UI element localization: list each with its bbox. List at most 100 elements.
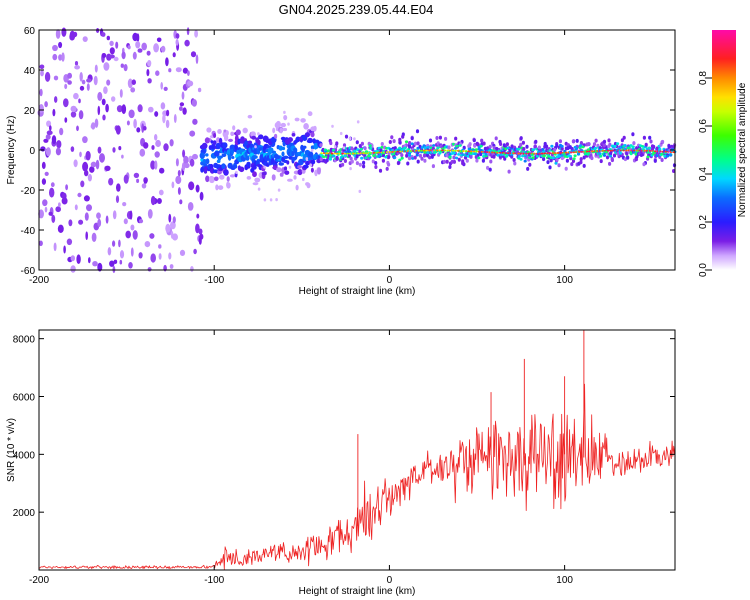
spectrogram-cell — [363, 146, 367, 151]
spectrogram-cell — [428, 155, 432, 160]
snr-y-label: SNR (10 * v/v) — [6, 418, 17, 482]
spectrogram-cell — [166, 109, 170, 117]
spectrogram-cell — [128, 109, 135, 119]
spectrogram-cell — [101, 53, 107, 58]
spectrogram-cell — [304, 132, 310, 138]
spectrogram-cell — [505, 142, 509, 147]
spectrogram-cell — [445, 159, 449, 164]
spectrogram-cell — [252, 182, 259, 186]
colorbar-tick-label: 0.8 — [698, 71, 709, 85]
spectrogram-cell — [242, 127, 248, 134]
snr-x-tick-label: -100 — [204, 575, 224, 586]
spectrogram-cell — [374, 161, 378, 165]
spectrogram-cell — [147, 267, 152, 272]
spectrogram-cell — [181, 91, 185, 100]
spectrogram-cell — [452, 142, 456, 146]
spectrogram-cell — [379, 148, 383, 153]
spectrogram-cell — [177, 187, 181, 195]
spectrogram-cell — [582, 163, 586, 168]
spectrogram-cell — [512, 152, 515, 155]
colorbar-label: Normalized spectral amplitude — [737, 82, 748, 217]
spectrogram-cell — [362, 160, 366, 165]
spectrogram-cell — [274, 133, 278, 139]
spectrogram-cell — [391, 150, 394, 153]
spectrogram-cell — [190, 51, 197, 58]
spectrogram-cell — [353, 137, 356, 141]
spectrogram-cell — [344, 134, 349, 139]
spectrogram-cell — [452, 155, 456, 160]
spectrogram-cell — [183, 162, 190, 169]
snr-y-tick-label: 8000 — [13, 335, 36, 346]
spectrogram-cell — [45, 147, 51, 157]
spectrogram-cell — [350, 159, 354, 164]
spectrogram-cell — [549, 158, 553, 163]
spectrogram-cell — [467, 150, 471, 153]
spectrogram-cell — [251, 135, 257, 140]
spectrogram-cell — [199, 191, 204, 201]
spectrogram-cell — [172, 216, 176, 224]
spectrogram-cell — [281, 146, 286, 151]
spectrogram-y-tick-label: -60 — [21, 266, 36, 277]
spectrogram-cell — [355, 161, 359, 166]
spectrogram-cell — [572, 151, 576, 154]
spectrogram-cell — [44, 101, 48, 108]
spectrogram-cell — [308, 151, 314, 158]
spectrogram-cell — [476, 142, 480, 147]
spectrogram-cell — [286, 138, 291, 145]
colorbar-ticks: 0.0 0.2 0.4 0.6 0.8 — [698, 71, 712, 277]
spectrogram-cell — [143, 126, 147, 131]
spectrogram-cell — [186, 27, 190, 36]
spectrogram-cell — [572, 157, 576, 161]
spectrogram-cell — [163, 143, 169, 152]
spectrogram-cell — [322, 152, 326, 155]
spectrogram-cell — [579, 160, 583, 165]
spectrogram-cell — [119, 259, 123, 265]
spectrogram-cell — [52, 44, 58, 52]
spectrogram-cell — [123, 64, 128, 72]
spectrogram-cell — [115, 41, 119, 49]
spectrogram-cell — [660, 158, 664, 162]
spectrogram-cell — [550, 144, 554, 148]
spectrogram-cell — [131, 79, 136, 85]
spectrogram-cell — [480, 138, 484, 143]
spectrogram-cell — [165, 119, 170, 129]
spectrogram-cell — [147, 60, 152, 67]
spectrogram-cell — [173, 114, 177, 123]
spectrogram-cell — [560, 144, 564, 148]
spectrogram-cell — [503, 156, 507, 161]
spectrogram-cell — [650, 144, 655, 149]
spectrogram-cell — [446, 149, 450, 152]
spectrogram-cell — [582, 155, 586, 160]
spectrogram-cell — [410, 142, 414, 146]
figure-title: GN04.2025.239.05.44.E04 — [279, 2, 434, 17]
spectrogram-y-tick-label: 40 — [24, 66, 36, 77]
spectrogram-cells — [37, 27, 677, 274]
spectrogram-cell — [263, 198, 267, 202]
spectrogram-cell — [642, 135, 647, 140]
spectrogram-cell — [127, 45, 131, 50]
spectrogram-cell — [195, 54, 199, 64]
spectrogram-cell — [275, 120, 281, 128]
spectrogram-cell — [64, 117, 68, 123]
spectrogram-cell — [310, 132, 315, 138]
spectrogram-cell — [252, 171, 257, 178]
spectrogram-cell — [546, 160, 550, 165]
spectrogram-cell — [61, 197, 68, 205]
spectrogram-cell — [115, 125, 121, 135]
spectrogram-cell — [477, 156, 481, 160]
spectrogram-cell — [303, 123, 309, 130]
spectrogram-cell — [66, 238, 73, 246]
spectrogram-cell — [40, 146, 46, 152]
spectrogram-cell — [225, 130, 229, 136]
spectrogram-cell — [461, 153, 465, 157]
spectrogram-cell — [411, 157, 415, 160]
spectrogram-y-tick-label: -40 — [21, 226, 36, 237]
spectrogram-cell — [146, 69, 150, 77]
spectrogram-cell — [205, 158, 210, 165]
spectrogram-cell — [235, 170, 238, 174]
spectrogram-cell — [408, 141, 412, 145]
spectrogram-cell — [63, 245, 66, 254]
spectrogram-cell — [78, 219, 84, 225]
snr-y-tick-label: 2000 — [13, 508, 36, 519]
spectrogram-cell — [658, 147, 662, 151]
